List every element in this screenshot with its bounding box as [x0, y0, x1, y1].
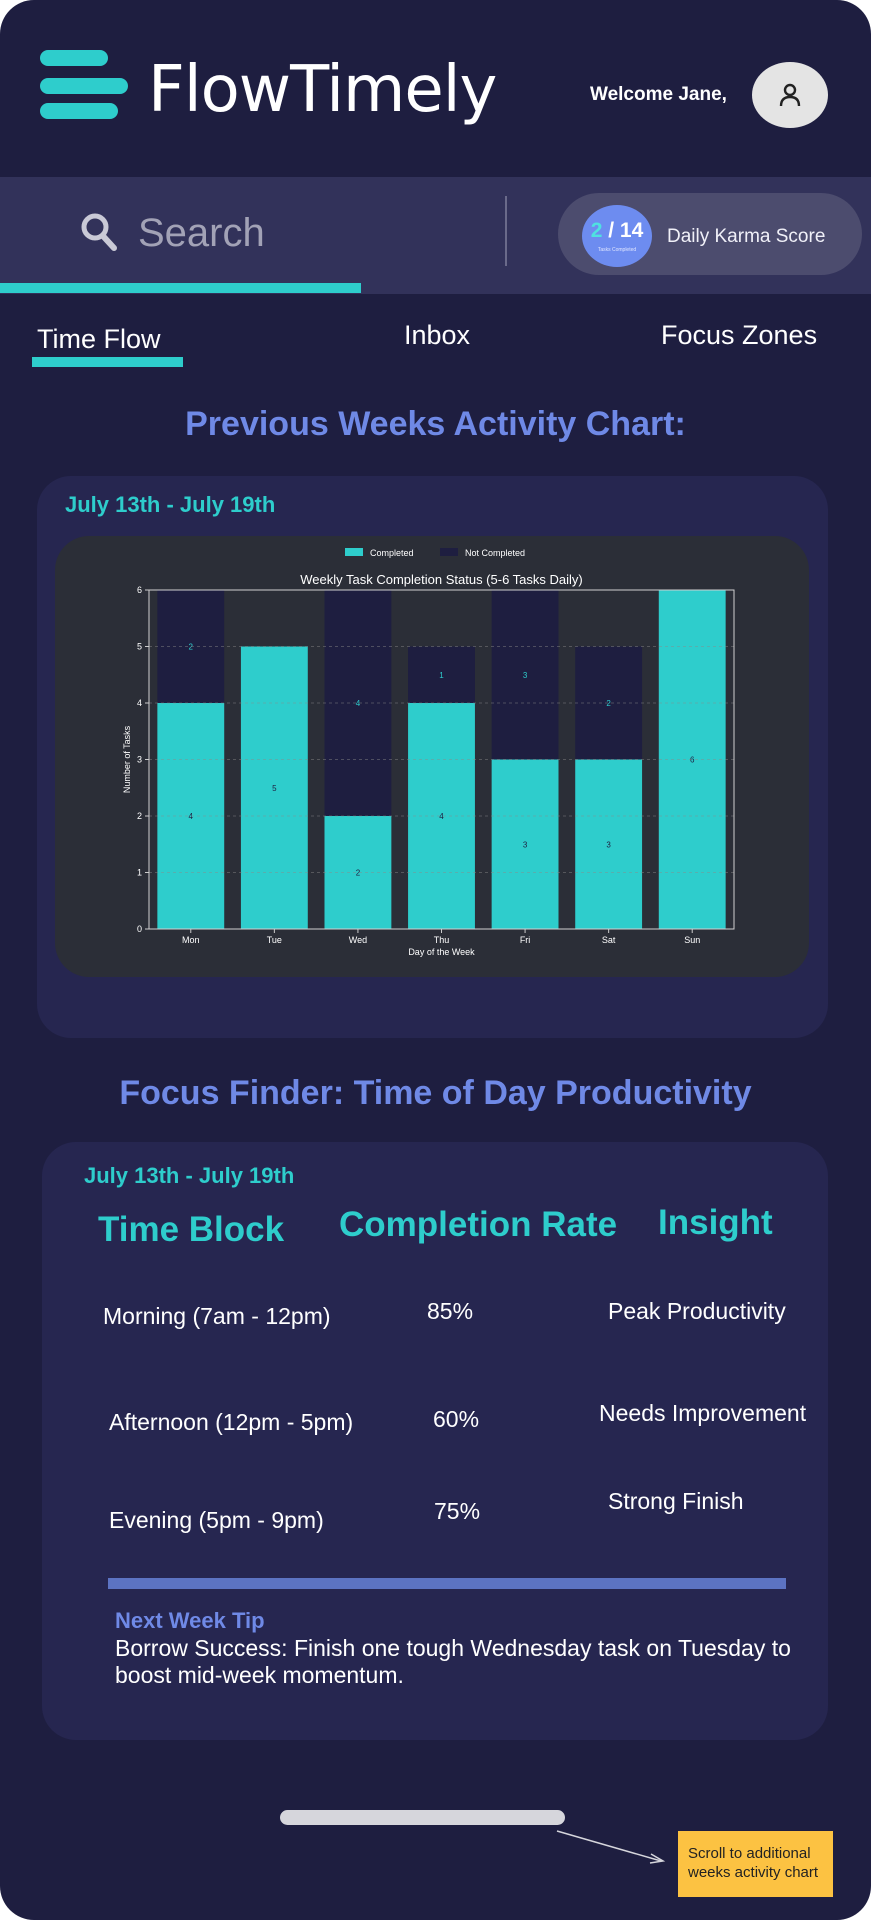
- label-not-completed-mon: 2: [189, 643, 194, 652]
- y-tick-label-6: 6: [137, 585, 142, 595]
- karma-count: 2 / 14: [582, 219, 652, 243]
- label-completed-tue: 5: [272, 784, 277, 793]
- x-tick-label-tue: Tue: [267, 935, 282, 945]
- tip-divider: [108, 1578, 786, 1589]
- x-tick-label-fri: Fri: [520, 935, 531, 945]
- menu-icon[interactable]: [40, 50, 128, 120]
- header-insight: Insight: [658, 1203, 773, 1242]
- bar-completed-tue: [240, 646, 308, 929]
- legend-swatch-completed: [345, 548, 363, 556]
- tab-time-flow[interactable]: Time Flow: [37, 324, 161, 354]
- y-axis-label: Number of Tasks: [122, 725, 132, 793]
- annotation-note: Scroll to additional weeks activity char…: [678, 1831, 833, 1897]
- user-icon: [779, 83, 801, 107]
- arrow-icon: [556, 1830, 666, 1864]
- activity-chart: Weekly Task Completion Status (5-6 Tasks…: [55, 536, 809, 977]
- label-not-completed-wed: 4: [356, 699, 361, 708]
- karma-separator: /: [602, 219, 620, 242]
- y-tick-label-4: 4: [137, 698, 142, 708]
- label-completed-thu: 4: [439, 812, 444, 821]
- row-evening-insight: Strong Finish: [608, 1488, 744, 1514]
- tab-inbox[interactable]: Inbox: [404, 320, 471, 350]
- label-completed-sun: 6: [690, 756, 695, 765]
- y-tick-label-0: 0: [137, 924, 142, 934]
- karma-total: 14: [619, 219, 644, 242]
- label-completed-fri: 3: [523, 840, 528, 849]
- header-completion-rate: Completion Rate: [339, 1205, 618, 1244]
- plot-frame: [148, 589, 735, 930]
- header-time-block: Time Block: [98, 1210, 285, 1249]
- karma-score-badge: 2 / 14 Tasks Completed: [582, 205, 652, 267]
- legend-swatch-not-completed: [440, 548, 458, 556]
- y-tick-label-2: 2: [137, 811, 142, 821]
- y-tick-label-1: 1: [137, 868, 142, 878]
- label-not-completed-sat: 2: [606, 699, 611, 708]
- label-completed-mon: 4: [189, 812, 194, 821]
- karma-sub-label: Tasks Completed: [597, 247, 637, 253]
- x-tick-label-thu: Thu: [434, 935, 450, 945]
- x-tick-label-sun: Sun: [684, 935, 700, 945]
- welcome-text: Welcome Jane,: [590, 84, 727, 105]
- row-evening-rate: 75%: [434, 1498, 481, 1524]
- row-afternoon-block: Afternoon (12pm - 5pm): [109, 1409, 354, 1435]
- focus-section-title: Focus Finder: Time of Day Productivity: [119, 1074, 752, 1112]
- legend-label-completed: Completed: [370, 548, 414, 558]
- active-tab-indicator: [32, 357, 183, 367]
- karma-completed: 2: [590, 219, 603, 242]
- label-not-completed-fri: 3: [523, 671, 528, 680]
- avatar[interactable]: [752, 62, 828, 128]
- chart-title: Weekly Task Completion Status (5-6 Tasks…: [300, 572, 583, 587]
- app-title: FlowTimely: [148, 53, 497, 127]
- x-tick-label-wed: Wed: [349, 935, 367, 945]
- row-morning-insight: Peak Productivity: [608, 1298, 786, 1324]
- horizontal-scrollbar[interactable]: [280, 1810, 565, 1825]
- x-tick-label-mon: Mon: [182, 935, 200, 945]
- x-tick-label-sat: Sat: [602, 935, 616, 945]
- bar-completed-fri: [491, 759, 559, 929]
- focus-card: [42, 1142, 828, 1740]
- activity-section-title: Previous Weeks Activity Chart:: [185, 405, 686, 443]
- label-completed-sat: 3: [606, 840, 611, 849]
- label-not-completed-thu: 1: [439, 671, 444, 680]
- y-tick-label-5: 5: [137, 642, 142, 652]
- search-underline: [0, 283, 361, 293]
- row-morning-rate: 85%: [427, 1298, 474, 1324]
- focus-date-range: July 13th - July 19th: [84, 1163, 295, 1188]
- search-input[interactable]: [138, 205, 478, 261]
- tab-focus-zones[interactable]: Focus Zones: [661, 320, 818, 350]
- search-icon[interactable]: [80, 212, 118, 252]
- bar-not-completed-fri: [491, 590, 559, 760]
- activity-date-range: July 13th - July 19th: [65, 492, 276, 517]
- tip-title: Next Week Tip: [115, 1608, 265, 1633]
- karma-label: Daily Karma Score: [667, 226, 826, 247]
- label-completed-wed: 2: [356, 869, 361, 878]
- row-evening-block: Evening (5pm - 9pm): [109, 1507, 324, 1533]
- y-tick-label-3: 3: [137, 755, 142, 765]
- chart-svg: Weekly Task Completion Status (5-6 Tasks…: [122, 548, 735, 957]
- search-divider: [505, 196, 507, 266]
- x-axis-label: Day of the Week: [408, 947, 475, 957]
- legend-label-not-completed: Not Completed: [465, 548, 525, 558]
- row-morning-block: Morning (7am - 12pm): [103, 1303, 331, 1329]
- bar-not-completed-thu: [408, 646, 475, 703]
- tip-text: Borrow Success: Finish one tough Wednesd…: [115, 1635, 791, 1688]
- row-afternoon-rate: 60%: [433, 1406, 480, 1432]
- bar-completed-sat: [575, 759, 643, 929]
- row-afternoon-insight: Needs Improvement: [599, 1400, 807, 1426]
